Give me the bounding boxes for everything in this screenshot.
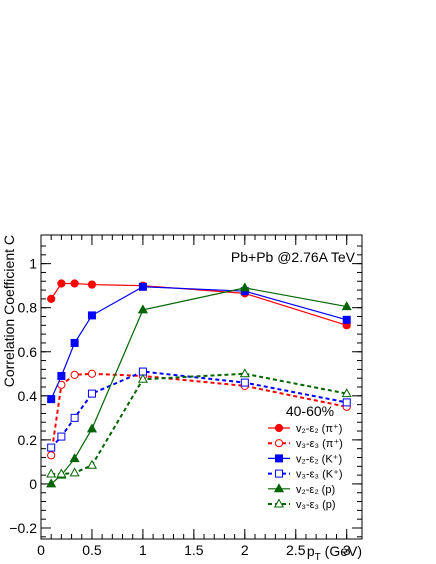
y-tick-label: 0.4: [18, 388, 38, 404]
legend-marker: [275, 454, 283, 463]
x-tick-label: 1: [139, 542, 147, 558]
data-point: [69, 453, 80, 463]
data-point: [86, 459, 98, 469]
data-point: [86, 423, 98, 433]
data-point: [47, 451, 56, 460]
y-tick-label: 0.8: [18, 300, 38, 316]
legend-entry: v₂-ε₂ (π⁺): [296, 423, 342, 435]
data-point: [239, 282, 250, 292]
data-point: [57, 371, 66, 380]
legend: 40-60% v₂-ε₂ (π⁺) v₃-ε₃ (π⁺) v₂-ε₂ (K⁺) v₃-…: [268, 403, 343, 511]
data-point: [87, 280, 97, 289]
data-point: [69, 467, 80, 477]
legend-entry: v₂-ε₂ (p): [296, 484, 335, 496]
data-point: [56, 468, 67, 478]
series-layer: [46, 279, 352, 488]
data-point: [57, 279, 66, 288]
x-tick-label: 1.5: [184, 542, 204, 558]
legend-entry: v₂-ε₂ (K⁺): [296, 453, 342, 465]
legend-marker: [275, 469, 283, 478]
legend-entry: v₃-ε₃ (π⁺): [296, 438, 343, 450]
data-point: [342, 315, 351, 324]
legend-entry: v₃-ε₃ (K⁺): [296, 469, 343, 481]
x-axis-title: pT (GeV): [307, 543, 362, 563]
x-tick-label: 3: [343, 542, 351, 558]
x-tick-label: 0.5: [82, 542, 102, 558]
data-point: [138, 282, 147, 291]
legend-marker: [273, 483, 285, 493]
y-axis-title: Correlation Coefficient C: [1, 235, 17, 387]
legend-marker: [274, 423, 284, 433]
data-point: [70, 338, 79, 347]
axis-ticks: 0 0.5 1 1.5 2 2.5 3−0.200.20.40.60.81: [9, 235, 362, 558]
data-point: [57, 432, 66, 441]
x-tick-label: 0: [37, 542, 45, 558]
legend-marker: [274, 439, 284, 448]
series-group: [47, 279, 351, 330]
data-point: [47, 294, 56, 303]
x-axis-title-unit: (GeV): [321, 543, 362, 559]
y-tick-label: 1: [29, 256, 37, 272]
y-tick-label: −0.2: [9, 520, 37, 536]
legend-title: 40-60%: [286, 403, 334, 419]
data-point: [46, 468, 57, 478]
data-point: [70, 279, 79, 288]
x-axis-title-main: p: [307, 543, 315, 559]
data-point: [87, 389, 96, 398]
legend-marker: [273, 498, 285, 508]
series-group: [47, 367, 351, 452]
data-point: [70, 413, 79, 422]
x-tick-label: 2: [241, 542, 249, 558]
series-group: [46, 368, 352, 478]
y-tick-label: 0.6: [18, 344, 38, 360]
data-point: [240, 378, 249, 387]
data-point: [87, 369, 97, 378]
data-point: [137, 304, 148, 314]
y-tick-label: 0: [29, 476, 37, 492]
legend-entry: v₃-ε₃ (p): [296, 499, 336, 511]
data-point: [70, 370, 79, 379]
data-point: [87, 311, 96, 320]
series-group: [47, 282, 351, 404]
data-point: [341, 388, 352, 398]
data-point: [47, 395, 56, 404]
data-point: [341, 301, 352, 311]
chart-annotation: Pb+Pb @2.76A TeV: [231, 249, 356, 265]
data-point: [137, 373, 148, 383]
x-tick-label: 2.5: [286, 542, 306, 558]
data-point: [46, 478, 57, 488]
x-axis-title-sub: T: [315, 552, 321, 563]
y-tick-label: 0.2: [18, 432, 38, 448]
data-point: [47, 443, 56, 452]
data-point: [239, 368, 250, 378]
data-point: [342, 398, 351, 407]
